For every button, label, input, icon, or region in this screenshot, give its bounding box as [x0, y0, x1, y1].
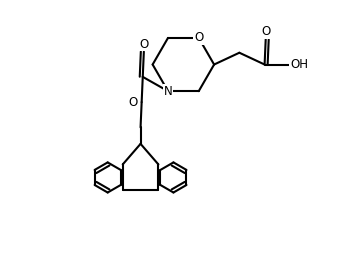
Text: OH: OH	[290, 58, 308, 71]
Text: O: O	[129, 96, 138, 109]
Text: O: O	[194, 31, 203, 45]
Text: N: N	[164, 85, 173, 98]
Text: O: O	[261, 25, 270, 38]
Text: O: O	[139, 38, 149, 51]
